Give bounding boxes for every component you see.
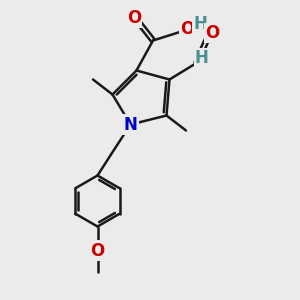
Text: H: H — [195, 50, 209, 68]
Text: O: O — [127, 9, 141, 27]
Text: O: O — [205, 24, 219, 42]
Text: N: N — [124, 116, 137, 134]
Text: O: O — [90, 242, 105, 260]
Text: H: H — [193, 15, 207, 33]
Text: O: O — [180, 20, 194, 38]
